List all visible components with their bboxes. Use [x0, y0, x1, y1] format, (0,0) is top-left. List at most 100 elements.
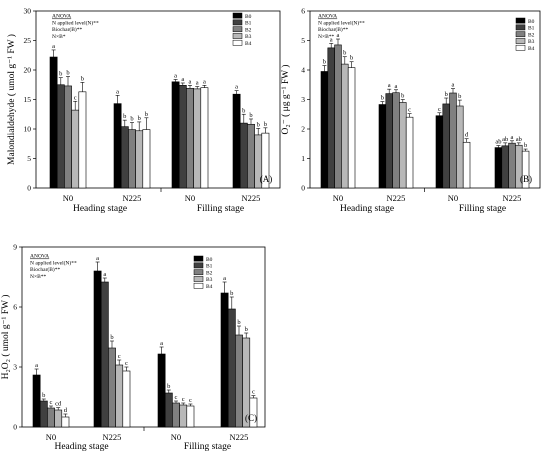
- significance-letter: a: [337, 32, 340, 39]
- anova-title: ANOVA: [318, 14, 337, 20]
- bar-b4: [61, 416, 70, 428]
- legend-label: B4: [528, 46, 535, 52]
- significance-letter: a: [203, 78, 206, 85]
- legend-swatch-b4: [193, 282, 204, 289]
- y-tick-label: 25: [24, 36, 32, 45]
- significance-letter: a: [511, 134, 514, 141]
- significance-letter: cd: [55, 401, 62, 408]
- significance-letter: a: [96, 255, 99, 262]
- bar-b4: [142, 129, 151, 189]
- x-category-label: N0: [185, 193, 195, 203]
- significance-letter: b: [110, 334, 113, 341]
- legend-swatch-b2: [193, 269, 204, 276]
- significance-letter: b: [249, 112, 252, 119]
- legend-swatch-b2: [515, 31, 526, 38]
- significance-letter: b: [230, 290, 233, 297]
- x-category-label: N225: [230, 432, 249, 442]
- anova-line: N×B*: [52, 34, 66, 40]
- bar-b0: [171, 81, 180, 189]
- significance-letter: a: [388, 82, 391, 89]
- significance-letter: b: [167, 383, 170, 390]
- bar-b0: [49, 56, 58, 189]
- y-axis-label: O₂⁻ ( μg g⁻¹ FW ): [280, 65, 291, 135]
- anova-line: Biochar(B)**: [318, 26, 348, 33]
- significance-letter: b: [138, 115, 141, 122]
- bar-b3: [54, 409, 63, 428]
- bar-b3: [341, 63, 349, 189]
- x-category-label: N225: [103, 432, 122, 442]
- bar-b3: [193, 88, 202, 189]
- significance-letter: b: [130, 116, 133, 123]
- significance-letter: a: [103, 271, 106, 278]
- anova-line: N×B**: [30, 274, 46, 280]
- significance-letter: c: [50, 399, 53, 406]
- panel-label: (B): [520, 174, 532, 184]
- bar-b2: [172, 402, 180, 428]
- bar-b1: [39, 400, 48, 428]
- legend-label: B3: [206, 277, 213, 283]
- bar-b3: [135, 130, 144, 189]
- bar-b0: [157, 353, 166, 428]
- anova-line: N applied level(N)**: [318, 19, 365, 26]
- bar-b4: [78, 91, 87, 189]
- legend-label: B2: [528, 32, 535, 38]
- bar-b1: [385, 93, 393, 189]
- legend-label: B1: [206, 264, 213, 270]
- panel-label: (C): [245, 413, 257, 423]
- significance-letter: b: [401, 93, 404, 100]
- y-axis-label: H₂O₂ ( umol g⁻¹ FW ): [0, 295, 11, 380]
- significance-letter: b: [59, 71, 62, 78]
- x-category-label: N0: [63, 193, 73, 203]
- significance-letter: a: [116, 88, 119, 95]
- bar-b3: [71, 109, 80, 189]
- bar-b2: [235, 334, 243, 428]
- significance-letter: b: [445, 91, 448, 98]
- significance-letter: b: [524, 142, 527, 149]
- significance-letter: c: [118, 353, 121, 360]
- legend-swatch-b0: [232, 12, 243, 19]
- anova-line: N applied level(N)**: [30, 259, 77, 266]
- chart-panel-a: 0 5 10 15 20 25 30 Malondialdehyde ( umol g⁻¹ F…: [6, 7, 281, 214]
- bar-b3: [179, 404, 188, 428]
- bar-b3: [115, 364, 124, 428]
- y-tick-label: 10: [24, 125, 32, 134]
- bar-b0: [93, 270, 102, 428]
- bar-b4: [186, 405, 195, 428]
- y-tick-label: 9: [13, 243, 17, 252]
- significance-letter: ab: [516, 136, 522, 143]
- x-stage-label: Filling stage: [184, 442, 231, 452]
- x-category-label: N225: [242, 193, 261, 203]
- significance-letter: a: [223, 275, 226, 282]
- x-category-label: N225: [387, 193, 406, 203]
- bar-b1: [120, 126, 129, 189]
- y-tick-label: 5: [27, 154, 31, 163]
- legend-label: B1: [528, 26, 535, 32]
- bar-b0: [32, 374, 41, 428]
- bar-b2: [64, 85, 72, 189]
- anova-line: Biochar(B)**: [52, 26, 82, 33]
- legend-swatch-b2: [232, 26, 243, 33]
- significance-letter: c: [175, 394, 178, 401]
- significance-letter: a: [395, 83, 398, 90]
- x-stage-label: Heading stage: [340, 204, 394, 214]
- legend-label: B4: [245, 41, 252, 47]
- x-stage-label: Heading stage: [54, 442, 108, 452]
- legend-label: B1: [245, 21, 252, 27]
- significance-letter: b: [237, 319, 240, 326]
- bar-b4: [405, 116, 414, 189]
- bar-b4: [462, 141, 471, 189]
- significance-letter: d: [465, 132, 469, 139]
- significance-letter: c: [252, 389, 255, 396]
- y-tick-label: 3: [13, 363, 17, 372]
- bar-b3: [456, 105, 464, 189]
- bar-b0: [232, 93, 241, 189]
- bar-b2: [186, 87, 194, 189]
- legend-label: B4: [206, 284, 213, 290]
- bar-b1: [327, 47, 335, 189]
- significance-letter: b: [145, 111, 148, 118]
- y-tick-label: 0: [301, 184, 305, 193]
- y-tick-label: 30: [24, 7, 32, 16]
- significance-letter: b: [81, 75, 84, 82]
- significance-letter: b: [381, 95, 384, 102]
- bar-b2: [334, 44, 342, 189]
